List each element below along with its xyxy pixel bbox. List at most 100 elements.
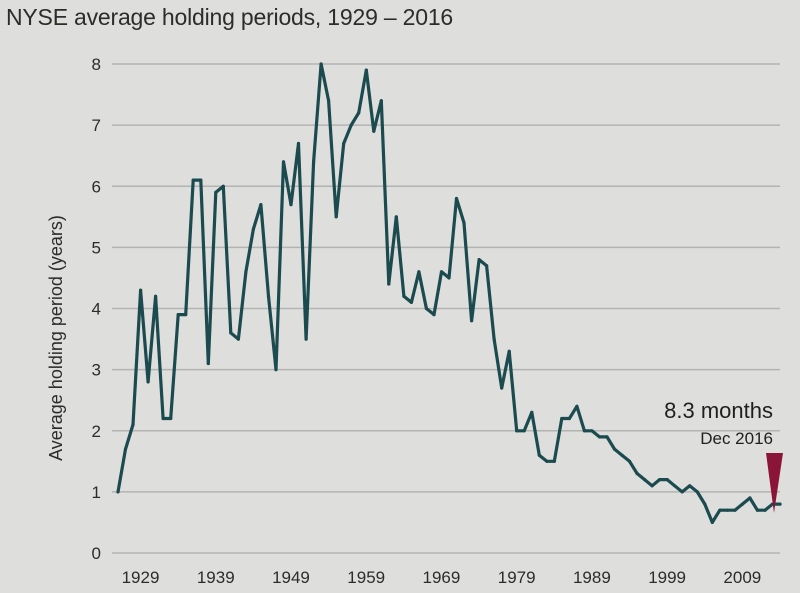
data-point: [462, 221, 466, 225]
x-tick-label: 1959: [347, 568, 385, 587]
data-point: [372, 129, 376, 133]
data-point: [567, 416, 572, 421]
y-tick-labels: 0 1 2 3 4 5 6 7 8: [92, 55, 101, 563]
data-point: [146, 380, 150, 384]
data-point: [658, 478, 662, 482]
data-point: [552, 459, 556, 463]
data-point: [364, 68, 368, 72]
data-point: [643, 478, 647, 482]
data-point: [515, 429, 519, 433]
data-point: [154, 294, 158, 298]
data-point: [680, 490, 684, 494]
data-point: [319, 62, 323, 66]
data-point: [477, 258, 481, 262]
data-point: [688, 484, 692, 488]
data-point: [620, 453, 624, 457]
data-point: [522, 429, 526, 433]
data-point: [312, 160, 316, 164]
data-point: [725, 508, 729, 512]
x-tick-label: 1939: [197, 568, 235, 587]
x-tick-label: 1969: [423, 568, 461, 587]
data-point: [304, 337, 308, 341]
data-point: [139, 288, 143, 292]
y-tick-label: 5: [92, 238, 101, 257]
series-line: [116, 62, 782, 524]
grid-lines: [112, 63, 780, 554]
data-point: [733, 508, 737, 512]
data-point: [560, 416, 564, 421]
data-point: [545, 459, 549, 463]
data-point: [191, 178, 195, 182]
data-point: [740, 502, 745, 506]
y-tick-label: 2: [92, 422, 101, 441]
y-tick-label: 0: [92, 544, 101, 563]
data-point: [176, 313, 180, 317]
data-point: [507, 349, 511, 353]
data-point: [357, 111, 361, 115]
data-point: [703, 502, 707, 506]
chart-title: NYSE average holding periods, 1929 – 201…: [6, 4, 454, 30]
y-tick-label: 3: [92, 361, 101, 380]
x-tick-label: 2009: [723, 568, 761, 587]
data-point: [221, 184, 225, 188]
y-tick-label: 6: [92, 177, 101, 196]
data-point: [582, 429, 587, 433]
data-point: [763, 508, 767, 512]
x-tick-labels: 1929 1939 1949 1959 1969 1979 1989 1999 2009: [122, 568, 762, 587]
data-point: [259, 203, 263, 207]
data-point: [605, 435, 609, 439]
annotation-subtext: Dec 2016: [700, 429, 773, 448]
y-tick-label: 7: [92, 116, 101, 135]
data-point: [236, 337, 240, 341]
data-point: [432, 313, 436, 317]
data-point: [590, 429, 594, 433]
data-point: [417, 270, 421, 274]
data-point: [169, 416, 173, 421]
data-point: [123, 447, 128, 451]
data-point: [424, 306, 428, 311]
data-point: [470, 319, 474, 323]
data-point: [537, 453, 541, 457]
data-point: [673, 484, 677, 488]
x-tick-label: 1989: [573, 568, 611, 587]
data-point: [635, 471, 639, 476]
x-tick-label: 1949: [272, 568, 310, 587]
data-point: [161, 416, 165, 421]
data-point: [695, 490, 699, 494]
x-tick-label: 1999: [648, 568, 686, 587]
data-point: [778, 502, 782, 506]
data-point: [718, 508, 722, 512]
data-point: [387, 282, 391, 286]
data-point: [229, 331, 233, 335]
y-tick-label: 4: [92, 300, 101, 319]
data-point: [199, 178, 203, 182]
y-tick-label: 1: [92, 483, 101, 502]
data-point: [439, 270, 444, 274]
data-points: [116, 62, 782, 525]
data-point: [530, 410, 534, 414]
data-point: [492, 337, 496, 341]
data-point: [650, 484, 654, 488]
data-point: [206, 361, 210, 366]
data-point: [627, 459, 632, 463]
y-axis-label: Average holding period (years): [46, 215, 66, 461]
data-point: [748, 496, 752, 500]
x-tick-label: 1979: [498, 568, 536, 587]
x-tick-label: 1929: [122, 568, 160, 587]
data-point: [327, 99, 331, 103]
data-point: [485, 264, 489, 268]
data-point: [575, 404, 579, 408]
data-point: [349, 123, 353, 127]
data-point: [612, 447, 617, 451]
data-point: [184, 313, 188, 317]
data-point: [251, 227, 255, 231]
data-point: [665, 478, 669, 482]
data-point: [296, 141, 301, 146]
data-point: [409, 300, 413, 304]
data-point: [266, 294, 271, 298]
annotation-text: 8.3 months: [664, 398, 773, 423]
data-point: [131, 423, 135, 427]
data-point: [500, 386, 504, 390]
data-point: [597, 435, 602, 439]
